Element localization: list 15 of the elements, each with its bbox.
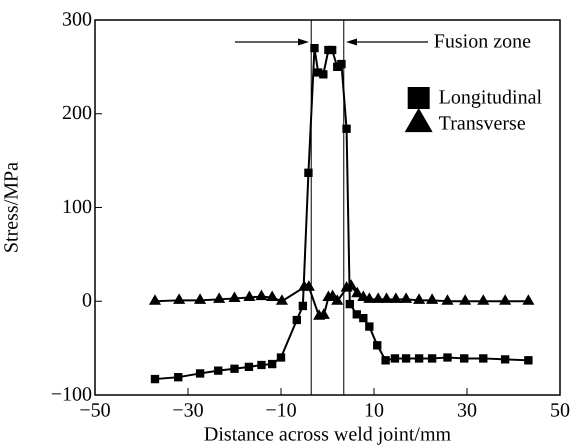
x-tick-label: −30 <box>172 399 204 422</box>
y-tick-label: −100 <box>50 383 92 406</box>
x-axis-title: Distance across weld joint/mm <box>204 423 452 446</box>
y-tick-label: 200 <box>62 102 92 124</box>
x-tick-label: 10 <box>364 399 384 422</box>
annotation: Fusion zone <box>434 30 532 52</box>
y-axis-title: Stress/MPa <box>0 162 22 254</box>
y-tick-label: 0 <box>82 290 92 312</box>
legend-label: Transverse <box>438 112 526 134</box>
y-tick-label: 100 <box>62 196 92 218</box>
x-tick-label: −10 <box>265 399 297 422</box>
x-tick-label: 50 <box>550 399 570 422</box>
legend-label: Longitudinal <box>438 86 542 108</box>
y-tick-label: 300 <box>62 8 92 30</box>
x-tick-label: 30 <box>457 399 477 422</box>
